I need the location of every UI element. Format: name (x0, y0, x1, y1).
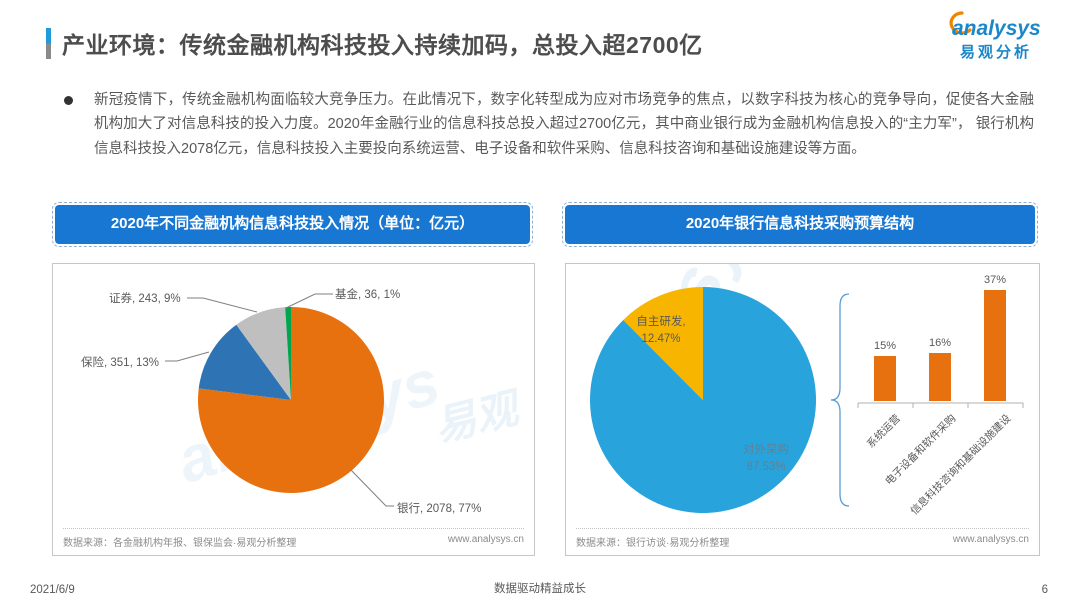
pie-label-insurance: 保险, 351, 13% (81, 357, 159, 369)
footer-page-number: 6 (1041, 584, 1048, 596)
institutions-pie-chart (165, 293, 394, 507)
intro-block: 新冠疫情下，传统金融机构面临较大竞争压力。在此情况下，数字化转型成为应对市场竞争… (64, 88, 1036, 161)
inhouse-name: 自主研发, (636, 316, 686, 328)
right-source-site: www.analysys.cn (952, 534, 1029, 545)
left-source-row: 数据来源：各金融机构年报、银保监会·易观分析整理 www.analysys.cn (63, 528, 524, 549)
pie-label-inhouse: 自主研发, 12.47% (618, 314, 704, 348)
right-chart-panel: analysys 自主研发, 12.47% 对外采购 87.53% 15% (565, 263, 1040, 556)
title-accent-bar (46, 27, 51, 59)
right-source-text: 数据来源：银行访谈·易观分析整理 (576, 538, 730, 549)
bar-value-label: 15% (873, 340, 897, 352)
inhouse-pct: 12.47% (641, 333, 681, 345)
procurement-pie-chart (590, 287, 1024, 513)
pie-slices (197, 306, 384, 493)
bar-value-label: 16% (928, 337, 952, 349)
pie-slices (590, 287, 817, 513)
pie-slice (236, 307, 291, 400)
right-chart-header: 2020年银行信息科技采购预算结构 (562, 202, 1038, 247)
logo-brand-text: analysys (952, 17, 1041, 40)
page-title: 产业环境：传统金融机构科技投入持续加码，总投入超2700亿 (62, 32, 703, 58)
left-chart-header: 2020年不同金融机构信息科技投入情况（单位：亿元） (52, 202, 533, 247)
bar-consulting-infra (984, 290, 1006, 401)
left-source-text: 数据来源：各金融机构年报、银保监会·易观分析整理 (63, 538, 297, 549)
pie-slice (623, 287, 703, 400)
pie-label-bank: 银行, 2078, 77% (397, 503, 482, 515)
footer-slogan: 数据驱动精益成长 (494, 583, 586, 595)
left-source-site: www.analysys.cn (447, 534, 524, 545)
right-source-row: 数据来源：银行访谈·易观分析整理 www.analysys.cn (576, 528, 1029, 549)
bar-operations (874, 356, 896, 401)
logo-swoosh-icon (949, 11, 972, 35)
external-pct: 87.53% (746, 461, 786, 473)
pie-slice (197, 307, 384, 493)
brace-icon (830, 293, 850, 507)
bar-hardware-software (929, 353, 951, 401)
title-row: 产业环境：传统金融机构科技投入持续加码，总投入超2700亿 (46, 26, 703, 60)
pie-label-fund: 基金, 36, 1% (335, 289, 401, 301)
left-chart-panel: analysys 易观 基金, 36, 1% 证券, 243, 9% 保险, 3… (52, 263, 535, 556)
pie-slice (285, 306, 291, 400)
bar-group-consulting-infra: 37% (974, 274, 1016, 401)
pie-leader-lines (165, 293, 394, 507)
bullet-icon (64, 96, 73, 105)
bar-group-hardware-software: 16% (919, 337, 961, 401)
bar-value-label: 37% (983, 274, 1007, 286)
bar-axis (857, 402, 1024, 408)
pie-label-securities: 证券, 243, 9% (109, 293, 181, 305)
intro-paragraph: 新冠疫情下，传统金融机构面临较大竞争压力。在此情况下，数字化转型成为应对市场竞争… (94, 92, 1034, 157)
pie-label-external: 对外采购 87.53% (718, 442, 814, 476)
pie-slice (198, 324, 291, 400)
external-name: 对外采购 (743, 444, 789, 456)
bar-group-operations: 15% (864, 340, 906, 401)
footer-date: 2021/6/9 (30, 584, 75, 596)
analysys-logo: analysys 易观分析 (938, 10, 1054, 62)
analysys-logo-icon: analysys (949, 11, 1041, 40)
pie-slice (590, 287, 817, 513)
logo-cn-text: 易观分析 (959, 44, 1032, 61)
